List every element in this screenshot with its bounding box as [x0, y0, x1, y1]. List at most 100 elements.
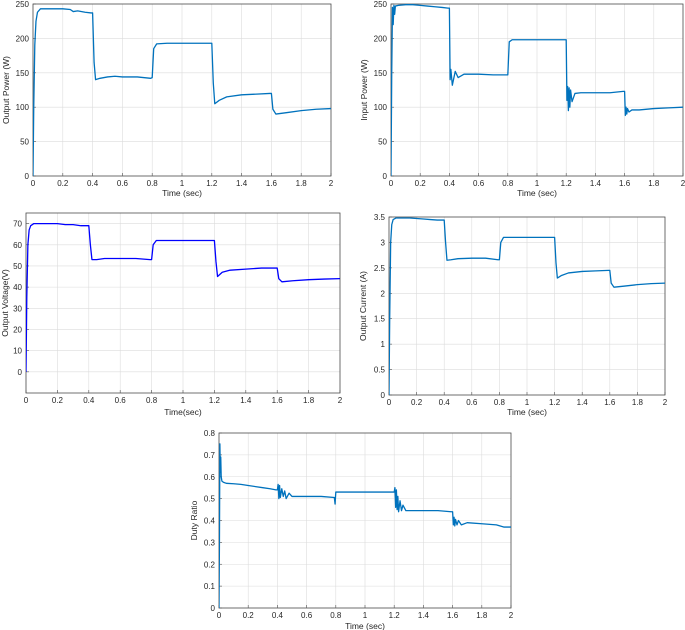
x-tick-label: 0.2 [243, 611, 255, 620]
y-axis-label: Duty Ratio [189, 500, 199, 540]
x-tick-label: 2 [509, 611, 514, 620]
y-tick-label: 60 [13, 241, 22, 250]
x-tick-label: 0.6 [115, 396, 127, 405]
x-tick-label: 2 [329, 179, 334, 188]
y-tick-label: 250 [374, 0, 388, 9]
chart-5: 0 0.2 0.4 0.6 0.8 1 1.2 1.4 1.6 1.8 2 0 0.1 0.2 0.3 0.4… [189, 429, 514, 630]
x-tick-label: 0.2 [411, 398, 423, 407]
y-tick-label: 0.6 [204, 473, 216, 482]
y-tick-label: 0.7 [204, 451, 216, 460]
x-axis-label: Time (sec) [162, 188, 202, 198]
series-line [219, 443, 511, 609]
y-tick-label: 3.5 [374, 213, 386, 222]
x-axis-label: Time(sec) [164, 407, 202, 417]
x-tick-label: 0.6 [301, 611, 313, 620]
y-tick-label: 0 [18, 368, 23, 377]
x-tick-label: 0 [24, 396, 29, 405]
y-tick-label: 0.4 [204, 517, 216, 526]
x-tick-label: 1.4 [240, 396, 252, 405]
x-axis-label: Time (sec) [517, 188, 557, 198]
x-tick-label: 1.6 [604, 398, 616, 407]
y-tick-label: 0.5 [374, 366, 386, 375]
y-tick-label: 0.3 [204, 538, 216, 547]
y-tick-label: 0 [211, 604, 216, 613]
y-tick-label: 150 [16, 69, 30, 78]
y-axis-label: Output Power (W) [1, 56, 11, 124]
x-tick-label: 0.6 [473, 179, 485, 188]
axes-box [388, 216, 666, 396]
y-tick-label: 0.2 [204, 560, 216, 569]
x-tick-label: 1.8 [296, 179, 308, 188]
y-tick-label: 40 [13, 283, 22, 292]
chart-1: 0 0.2 0.4 0.6 0.8 1 1.2 1.4 1.6 1.8 2 0 50 100 150 200 2… [1, 0, 334, 198]
x-tick-label: 1.8 [303, 396, 315, 405]
x-tick-label: 0.8 [494, 398, 506, 407]
series-line [391, 4, 683, 177]
y-tick-label: 100 [16, 103, 30, 112]
x-tick-label: 1.2 [389, 611, 401, 620]
y-tick-label: 50 [20, 138, 29, 147]
x-tick-label: 1.6 [272, 396, 284, 405]
x-tick-label: 1.4 [577, 398, 589, 407]
y-axis-label: Input Power (W) [359, 59, 369, 121]
x-tick-label: 0.2 [57, 179, 69, 188]
x-tick-label: 1 [180, 179, 185, 188]
y-tick-label: 50 [378, 138, 387, 147]
x-tick-label: 0 [217, 611, 222, 620]
y-tick-label: 50 [13, 262, 22, 271]
y-tick-label: 0 [25, 172, 30, 181]
x-tick-label: 0 [387, 398, 392, 407]
x-tick-label: 1.6 [619, 179, 631, 188]
x-tick-label: 1.4 [236, 179, 248, 188]
y-tick-label: 70 [13, 220, 22, 229]
x-tick-label: 0.8 [147, 179, 159, 188]
x-tick-label: 0.4 [444, 179, 456, 188]
y-tick-label: 150 [374, 69, 388, 78]
x-tick-label: 0.4 [83, 396, 95, 405]
y-tick-label: 20 [13, 325, 22, 334]
series-line [26, 222, 340, 372]
y-tick-label: 30 [13, 304, 22, 313]
y-tick-label: 2.5 [374, 264, 386, 273]
y-tick-label: 0 [381, 391, 386, 400]
series-line [33, 8, 331, 177]
x-tick-label: 1.8 [632, 398, 644, 407]
y-tick-label: 1 [381, 340, 386, 349]
x-tick-label: 1 [363, 611, 368, 620]
x-tick-label: 0.8 [146, 396, 158, 405]
x-tick-label: 1.6 [447, 611, 459, 620]
y-tick-label: 0.1 [204, 582, 216, 591]
x-tick-label: 1.2 [209, 396, 221, 405]
x-tick-label: 2 [338, 396, 343, 405]
x-tick-label: 0.2 [415, 179, 427, 188]
axes-box [32, 3, 332, 177]
y-axis-label: Output Current (A) [358, 271, 368, 341]
x-tick-label: 0.4 [87, 179, 99, 188]
x-tick-label: 0 [31, 179, 36, 188]
x-tick-label: 0 [389, 179, 394, 188]
x-tick-label: 2 [681, 179, 685, 188]
x-tick-label: 0.8 [330, 611, 342, 620]
y-tick-label: 200 [374, 34, 388, 43]
y-tick-label: 0.8 [204, 429, 216, 438]
y-tick-label: 2 [381, 289, 386, 298]
x-tick-label: 1 [535, 179, 540, 188]
x-tick-label: 0.2 [52, 396, 64, 405]
y-tick-label: 10 [13, 347, 22, 356]
x-tick-label: 1.8 [648, 179, 660, 188]
x-tick-label: 0.6 [117, 179, 129, 188]
y-tick-label: 1.5 [374, 315, 386, 324]
x-tick-label: 0.4 [272, 611, 284, 620]
x-tick-label: 1.4 [418, 611, 430, 620]
x-axis-label: Time (sec) [507, 407, 547, 417]
y-tick-label: 3 [381, 238, 386, 247]
y-tick-label: 200 [16, 34, 30, 43]
x-tick-label: 1.8 [476, 611, 488, 620]
x-tick-label: 1.4 [590, 179, 602, 188]
x-tick-label: 1.6 [266, 179, 278, 188]
x-tick-label: 2 [663, 398, 668, 407]
y-tick-label: 250 [16, 0, 30, 9]
x-tick-label: 1 [181, 396, 186, 405]
x-tick-label: 0.4 [439, 398, 451, 407]
